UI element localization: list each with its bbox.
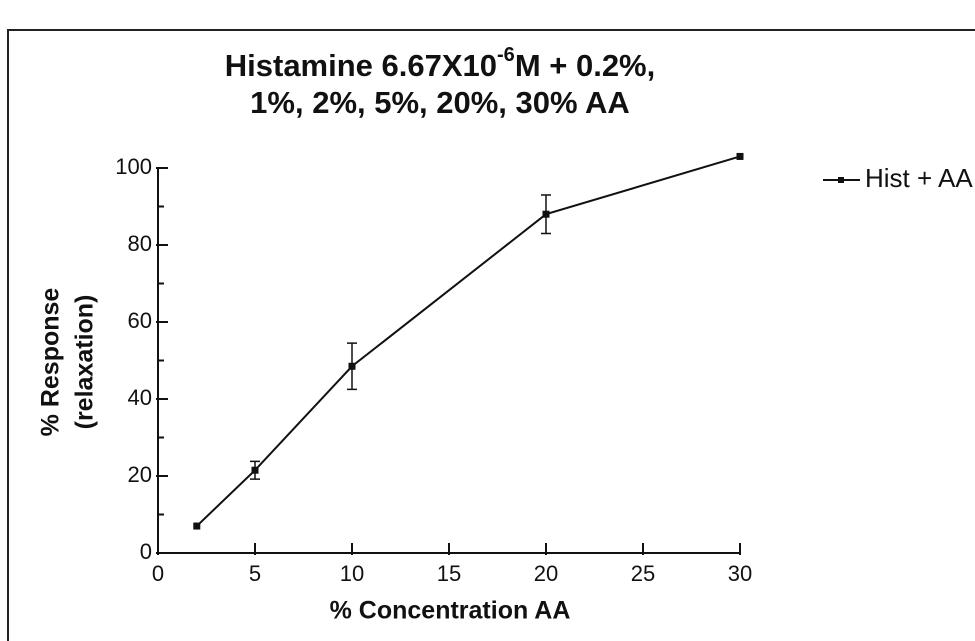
legend-marker <box>838 177 844 183</box>
x-tick-label: 10 <box>340 561 364 586</box>
title-sup: -6 <box>497 44 515 66</box>
data-point <box>348 362 356 370</box>
data-line <box>196 155 741 527</box>
y-tick-label: 100 <box>115 154 152 179</box>
y-axis-label: (relaxation) <box>71 295 99 430</box>
y-axis-label: % Response <box>37 288 65 437</box>
x-tick-label: 15 <box>437 561 461 586</box>
y-tick-label: 60 <box>128 308 152 333</box>
title-part: Histamine 6.67X10 <box>225 48 497 83</box>
y-tick-label: 20 <box>128 462 152 487</box>
x-axis-label: % Concentration AA <box>330 597 571 625</box>
x-tick-label: 0 <box>152 561 164 586</box>
chart-title-line2: 1%, 2%, 5%, 20%, 30% AA <box>250 85 630 120</box>
x-tick-label: 20 <box>534 561 558 586</box>
x-tick-label: 5 <box>249 561 261 586</box>
x-tick-label: 25 <box>631 561 655 586</box>
data-point <box>736 152 744 160</box>
chart-title: Histamine 6.67X10-6M + 0.2%, <box>225 44 656 83</box>
y-tick-label: 40 <box>128 385 152 410</box>
y-tick-label: 0 <box>140 539 152 564</box>
x-tick-label: 30 <box>728 561 752 586</box>
data-point <box>193 522 201 530</box>
data-point <box>251 466 259 474</box>
legend-label: Hist + AA <box>865 163 973 193</box>
data-point <box>542 210 550 218</box>
frame <box>7 29 975 641</box>
y-tick-label: 80 <box>128 231 152 256</box>
title-part: M + 0.2%, <box>515 48 655 83</box>
